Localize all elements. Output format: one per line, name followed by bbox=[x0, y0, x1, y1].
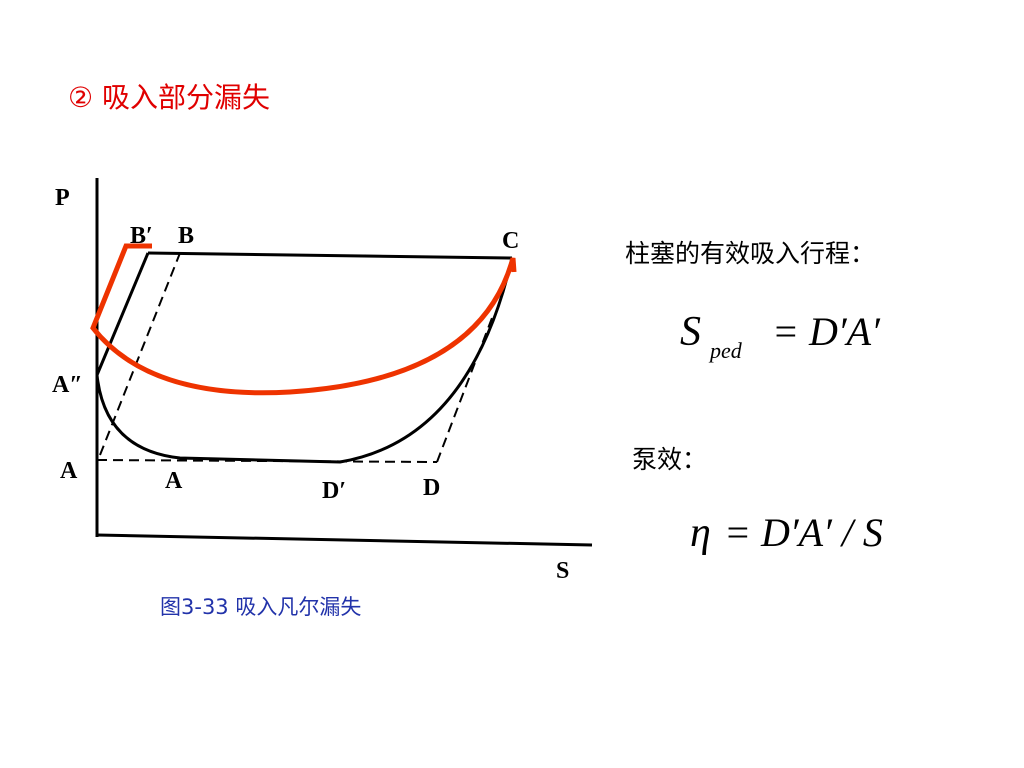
curve bbox=[95, 257, 514, 464]
heading: ② 吸入部分漏失 bbox=[68, 81, 270, 114]
efficiency-label: 泵效： bbox=[632, 445, 707, 474]
point-label: D bbox=[423, 475, 440, 501]
point-label: A″ bbox=[52, 372, 83, 398]
dashed-lines bbox=[96, 252, 493, 463]
stroke-label: 柱塞的有效吸入行程： bbox=[625, 239, 875, 268]
axis-label: P bbox=[55, 185, 70, 211]
point-label: A bbox=[60, 458, 78, 484]
formula-rhs: = D′A′ bbox=[772, 309, 881, 354]
line-ab bbox=[95, 252, 150, 376]
point-label: B bbox=[178, 223, 194, 249]
point-label: B′ bbox=[130, 223, 153, 249]
point-label: C bbox=[502, 228, 519, 254]
s-axis bbox=[96, 533, 593, 547]
diagram bbox=[90, 178, 593, 547]
line-bc bbox=[147, 251, 513, 260]
caption: 图3-33 吸入凡尔漏失 bbox=[160, 595, 361, 619]
formula-symbol: S bbox=[680, 309, 701, 355]
point-label: D′ bbox=[322, 478, 346, 504]
formula-symbol: η bbox=[690, 510, 711, 556]
leak-curve bbox=[90, 243, 517, 396]
formula-subscript: ped bbox=[708, 338, 743, 363]
point-label: A bbox=[165, 468, 183, 494]
axis-label: S bbox=[556, 558, 569, 584]
formula-rhs: = D′A′ / S bbox=[724, 510, 883, 555]
